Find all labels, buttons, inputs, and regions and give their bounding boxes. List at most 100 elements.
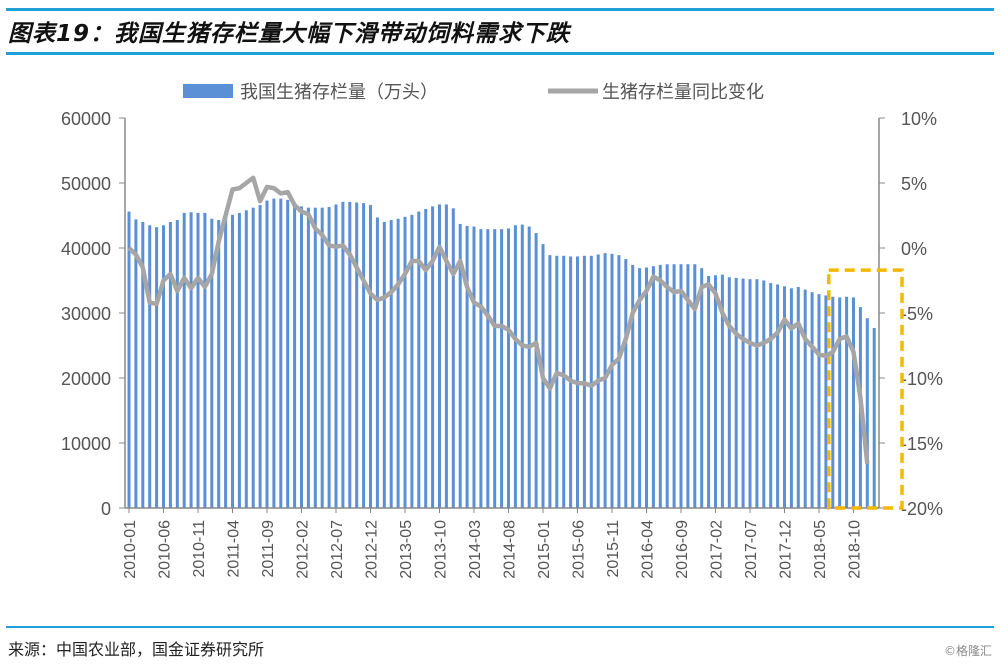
legend-bar-label: 我国生猪存栏量（万头） [240,82,438,103]
x-tick-label: 2015-01 [536,520,553,579]
right-tick-label: -20% [901,499,943,519]
bar [182,212,186,508]
bar [838,297,842,508]
bar [320,207,324,508]
right-tick-label: -10% [901,369,943,389]
right-tick-label: -15% [901,434,943,454]
bar [527,226,531,509]
bar [355,202,359,508]
bar [845,296,849,508]
bar [741,278,745,508]
left-tick-label: 0 [101,499,111,519]
bar [244,210,248,509]
highlight-box [827,268,904,510]
right-tick-label: -5% [901,304,933,324]
bar [127,211,131,508]
bar [382,222,386,508]
bar [534,233,538,509]
bar [486,229,490,508]
title-rule [6,52,994,55]
x-tick-label: 2012-07 [329,520,346,579]
bar [279,198,283,508]
source-rule [6,626,994,628]
bar [203,212,207,508]
bar [796,287,800,508]
bar [707,275,711,508]
left-tick-label: 30000 [61,304,111,324]
bar [148,225,152,508]
bar [341,201,345,508]
bar [493,229,497,508]
bar [431,206,435,508]
x-tick-label: 2012-12 [364,520,381,579]
legend: 我国生猪存栏量（万头） 生猪存栏量同比变化 [183,82,764,103]
bar [327,207,331,509]
bar [617,255,621,508]
bar [175,220,179,509]
left-tick-label: 40000 [61,239,111,259]
x-tick-label: 2018-10 [847,520,864,579]
bar [265,200,269,509]
bar [803,289,807,508]
bar [810,292,814,508]
bar [224,218,228,508]
bar [789,288,793,508]
left-tick-label: 50000 [61,174,111,194]
bar [362,203,366,508]
bar [500,229,504,508]
bar [638,268,642,508]
bar [417,211,421,508]
bar [651,266,655,508]
bar [624,259,628,508]
bar [631,264,635,508]
bar [589,255,593,508]
bar [548,255,552,508]
bar [396,218,400,508]
left-tick-label: 10000 [61,434,111,454]
x-tick-label: 2015-06 [571,520,588,579]
bar [196,212,200,508]
bar [389,220,393,509]
bar [755,279,759,508]
x-tick-label: 2014-08 [502,520,519,579]
bar [479,229,483,508]
bar [286,199,290,508]
bar [189,212,193,508]
bar [251,207,255,508]
bar [686,264,690,508]
bar [665,264,669,508]
bar [658,264,662,508]
bar [210,218,214,508]
bar [645,267,648,508]
x-tick-label: 2017-07 [743,520,760,579]
bar [134,219,138,508]
bar [672,264,676,508]
x-tick-label: 2010-01 [122,520,139,579]
bar [258,205,262,508]
bar [720,274,724,508]
bar [444,204,448,508]
bar [824,295,828,508]
bar [776,284,780,508]
x-tick-label: 2014-03 [467,520,484,579]
bar [313,207,317,508]
x-tick-label: 2017-02 [709,520,726,579]
bar [472,226,476,509]
bar [817,294,821,508]
bar [141,222,145,508]
bar [375,217,379,508]
bar [555,255,559,508]
bar [410,214,414,508]
bar [293,203,297,509]
left-tick-label: 20000 [61,369,111,389]
bar [714,275,717,508]
top-rule [6,8,994,11]
right-tick-label: 0% [901,239,927,259]
x-tick-label: 2011-09 [260,520,277,578]
bar [231,214,234,508]
x-tick-label: 2015-11 [605,520,622,578]
yoy-line [127,175,870,465]
bar [852,297,855,508]
bar [520,224,524,508]
